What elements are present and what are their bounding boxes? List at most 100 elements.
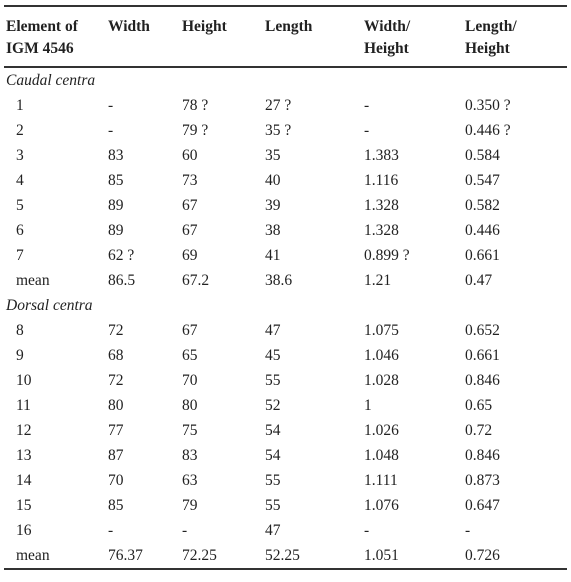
header-line: IGM 4546 [6, 40, 74, 57]
data-row: 3 83 60 35 1.383 0.584 [4, 143, 567, 168]
cell: 73 [182, 172, 198, 189]
cell: 0.446 ? [465, 122, 511, 139]
cell: 55 [265, 372, 281, 389]
data-row: mean 86.5 67.2 38.6 1.21 0.47 [4, 268, 567, 293]
cell: 1.075 [364, 322, 399, 339]
cell: 55 [265, 472, 281, 489]
cell: 75 [182, 422, 198, 439]
data-row: 2 - 79 ? 35 ? - 0.446 ? [4, 118, 567, 143]
header-line: Length/ [465, 18, 517, 35]
cell: 1.116 [364, 172, 399, 189]
cell: 39 [265, 197, 281, 214]
data-row: 8 72 67 47 1.075 0.652 [4, 318, 567, 343]
column-header: Width [108, 6, 182, 67]
table-header: Element of IGM 4546 Width Height Length Width… [4, 6, 567, 67]
cell: 67.2 [182, 272, 210, 289]
cell: 0.547 [465, 172, 500, 189]
cell: 0.65 [465, 397, 493, 414]
cell: 79 [182, 497, 198, 514]
data-row: 16 - - 47 - - [4, 518, 567, 543]
cell: 89 [108, 197, 124, 214]
cell: 0.647 [465, 497, 500, 514]
cell: 0.72 [465, 422, 493, 439]
cell: 8 [16, 322, 24, 339]
cell: 78 ? [182, 97, 209, 114]
cell: 45 [265, 347, 281, 364]
cell: 13 [16, 447, 32, 464]
cell: 68 [108, 347, 124, 364]
cell: 0.726 [465, 547, 500, 564]
cell: 52.25 [265, 547, 300, 564]
cell: 1.048 [364, 447, 399, 464]
cell: 67 [182, 197, 198, 214]
cell: 1.328 [364, 197, 399, 214]
cell: 1.051 [364, 547, 399, 564]
cell: 76.37 [108, 547, 143, 564]
cell: 87 [108, 447, 124, 464]
cell: - [182, 522, 188, 539]
cell: - [364, 122, 370, 139]
cell: 0.582 [465, 197, 500, 214]
cell: 0.47 [465, 272, 493, 289]
cell: 70 [182, 372, 198, 389]
cell: 0.584 [465, 147, 500, 164]
cell: 38 [265, 222, 281, 239]
cell: 72 [108, 372, 124, 389]
cell: 86.5 [108, 272, 136, 289]
section-row: Caudal centra [4, 67, 567, 93]
cell: 9 [16, 347, 24, 364]
cell: 67 [182, 222, 198, 239]
cell: 0.652 [465, 322, 500, 339]
cell: 4 [16, 172, 24, 189]
data-row: 13 87 83 54 1.048 0.846 [4, 443, 567, 468]
cell: 5 [16, 197, 24, 214]
cell: 1.383 [364, 147, 399, 164]
cell: 60 [182, 147, 198, 164]
cell: 67 [182, 322, 198, 339]
cell: 0.899 ? [364, 247, 410, 264]
cell: 54 [265, 447, 281, 464]
cell: 69 [182, 247, 198, 264]
column-header: Width/Height [364, 6, 465, 67]
data-table: Element of IGM 4546 Width Height Length Width… [4, 5, 567, 570]
data-row: 10 72 70 55 1.028 0.846 [4, 368, 567, 393]
data-row: 6 89 67 38 1.328 0.446 [4, 218, 567, 243]
cell: 1.111 [364, 472, 398, 489]
cell: 85 [108, 497, 124, 514]
cell: 77 [108, 422, 124, 439]
column-header: Element of IGM 4546 [4, 6, 108, 67]
header-line: Height [364, 40, 409, 57]
cell: 0.846 [465, 372, 500, 389]
cell: 62 ? [108, 247, 135, 264]
cell: mean [16, 547, 50, 564]
cell: 47 [265, 522, 281, 539]
header-line: Height [465, 40, 510, 57]
cell: 70 [108, 472, 124, 489]
cell: 1.076 [364, 497, 399, 514]
header-line: Element of [6, 18, 78, 35]
cell: 41 [265, 247, 281, 264]
cell: 2 [16, 122, 24, 139]
cell: 72 [108, 322, 124, 339]
column-header: Length [265, 6, 364, 67]
cell: - [364, 97, 370, 114]
cell: 1.046 [364, 347, 399, 364]
cell: 1.026 [364, 422, 399, 439]
cell: 14 [16, 472, 32, 489]
data-row: 1 - 78 ? 27 ? - 0.350 ? [4, 93, 567, 118]
cell: 1 [16, 97, 24, 114]
cell: 85 [108, 172, 124, 189]
cell: 0.846 [465, 447, 500, 464]
cell: - [108, 522, 114, 539]
cell: 10 [16, 372, 32, 389]
column-header: Height [182, 6, 265, 67]
cell: 79 ? [182, 122, 209, 139]
section-title: Caudal centra [6, 72, 96, 89]
cell: 35 ? [265, 122, 292, 139]
column-header: Length/Height [465, 6, 567, 67]
data-row: 9 68 65 45 1.046 0.661 [4, 343, 567, 368]
cell: 0.446 [465, 222, 500, 239]
section-title: Dorsal centra [6, 297, 93, 314]
header-row: Element of IGM 4546 Width Height Length Width… [4, 6, 567, 67]
cell: 1.028 [364, 372, 399, 389]
